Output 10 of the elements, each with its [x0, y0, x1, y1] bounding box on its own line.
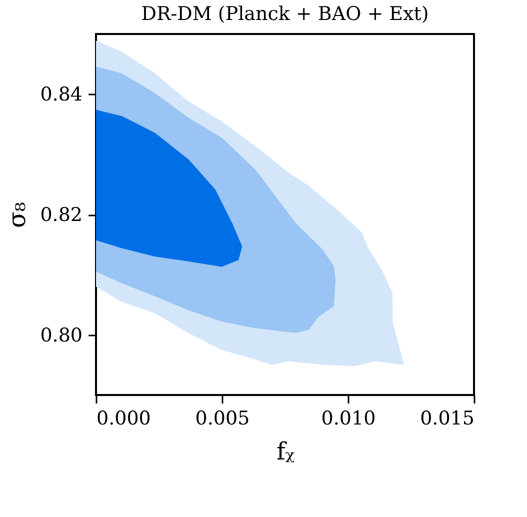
chart-title: DR-DM (Planck + BAO + Ext) — [141, 3, 429, 25]
y-tick-label: 0.80 — [40, 324, 82, 346]
x-tick-label: 0.005 — [195, 408, 250, 430]
y-tick-label: 0.82 — [40, 204, 82, 226]
x-tick-label: 0.015 — [420, 408, 474, 430]
y-axis-title: σ₈ — [3, 202, 32, 228]
x-axis-title: fᵪ — [276, 438, 295, 466]
y-tick-label: 0.84 — [40, 84, 82, 106]
x-tick-label: 0.010 — [321, 408, 376, 430]
x-tick-label: 0.000 — [96, 408, 151, 430]
